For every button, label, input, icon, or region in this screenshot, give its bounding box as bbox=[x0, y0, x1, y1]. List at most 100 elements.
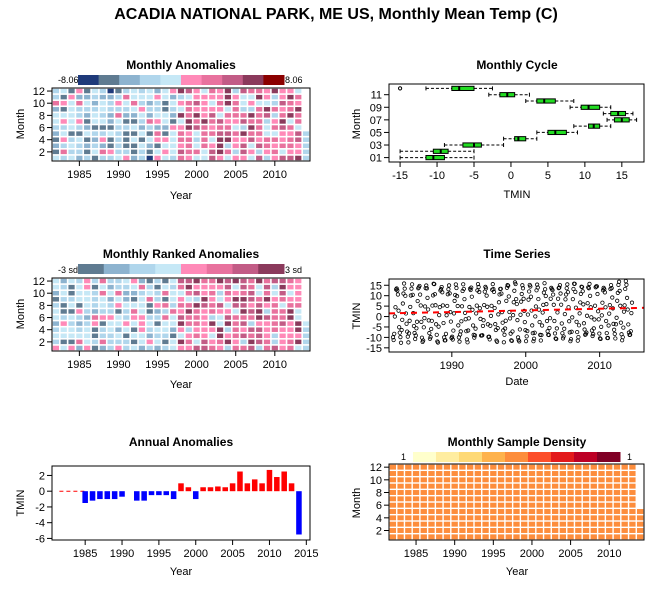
timeseries-point bbox=[453, 282, 458, 287]
ranked-cell bbox=[263, 345, 271, 351]
timeseries-point bbox=[474, 311, 479, 316]
anomalies-cell bbox=[138, 155, 146, 161]
anomalies-cell bbox=[115, 113, 122, 118]
timeseries-point bbox=[621, 325, 626, 330]
density-cell bbox=[497, 515, 505, 521]
density-cell bbox=[567, 483, 574, 489]
ranked-cell bbox=[209, 278, 216, 284]
anomalies-cell bbox=[279, 94, 286, 100]
density-cell bbox=[389, 483, 397, 489]
anomalies-cell bbox=[123, 149, 130, 155]
timeseries-point bbox=[465, 340, 470, 345]
annual-bar-1999 bbox=[185, 487, 192, 492]
density-cell bbox=[459, 477, 466, 483]
ranked-cell bbox=[279, 290, 286, 296]
anomalies-cell bbox=[60, 119, 67, 124]
timeseries-point bbox=[590, 333, 595, 339]
ranked-legend-swatch-5 bbox=[206, 264, 233, 274]
anomalies-legend bbox=[78, 75, 285, 85]
anomalies-cell bbox=[256, 119, 263, 124]
density-cell bbox=[443, 509, 451, 514]
anomalies-cell bbox=[123, 137, 130, 142]
ranked-cell bbox=[209, 290, 216, 296]
density-x-tick-label-0: 1985 bbox=[404, 548, 428, 560]
ranked-cell bbox=[271, 321, 278, 326]
ranked-cell bbox=[185, 339, 192, 345]
timeseries-point bbox=[391, 337, 396, 343]
panel-title-annual: Annual Anomalies bbox=[129, 435, 234, 449]
anomalies-cell bbox=[84, 155, 91, 161]
timeseries-point bbox=[419, 319, 424, 324]
timeseries-point bbox=[491, 287, 496, 292]
density-cell bbox=[451, 471, 458, 476]
density-cell bbox=[544, 534, 551, 540]
anomalies-cell bbox=[115, 100, 122, 106]
ranked-cell bbox=[68, 345, 75, 351]
ranked-cell bbox=[279, 315, 286, 320]
ranked-cell bbox=[256, 345, 263, 351]
anomalies-cell bbox=[162, 149, 169, 155]
ranked-cell bbox=[146, 303, 153, 308]
ranked-cell bbox=[209, 309, 216, 314]
timeseries-point bbox=[428, 335, 433, 340]
timeseries-point bbox=[410, 292, 415, 297]
ranked-cell bbox=[240, 339, 247, 345]
anomalies-cell bbox=[115, 125, 122, 130]
density-cell bbox=[551, 483, 559, 489]
density-cell bbox=[397, 521, 404, 527]
ranked-cell bbox=[256, 290, 263, 296]
timeseries-point bbox=[546, 332, 551, 338]
timeseries-points bbox=[390, 278, 635, 345]
ranked-cell bbox=[60, 297, 67, 302]
density-cell bbox=[613, 483, 621, 489]
ranked-y-tick-label-5: 12 bbox=[33, 276, 45, 288]
ranked-cell bbox=[138, 284, 146, 290]
ranked-cell bbox=[216, 321, 224, 326]
cycle-x-tick-label-1: -10 bbox=[429, 170, 445, 182]
density-cell bbox=[397, 534, 404, 540]
ranked-cell bbox=[162, 297, 169, 302]
ranked-cell bbox=[185, 315, 192, 320]
density-cell bbox=[436, 490, 443, 495]
ranked-cell bbox=[177, 284, 185, 290]
ranked-cell bbox=[130, 315, 138, 320]
timeseries-point bbox=[489, 303, 494, 308]
anomalies-cell bbox=[287, 119, 294, 124]
ranked-cell bbox=[99, 290, 106, 296]
timeseries-point bbox=[510, 329, 515, 334]
timeseries-point bbox=[454, 285, 459, 291]
ranked-cell bbox=[138, 339, 146, 345]
timeseries-point bbox=[525, 312, 530, 317]
density-cell bbox=[513, 515, 520, 521]
anomalies-cell bbox=[146, 119, 153, 124]
timeseries-point bbox=[452, 298, 457, 303]
timeseries-point bbox=[395, 288, 400, 293]
density-cell bbox=[451, 534, 458, 540]
anomalies-legend-swatch-9 bbox=[263, 75, 285, 85]
panel-title-cycle: Monthly Cycle bbox=[476, 58, 558, 72]
timeseries-trend-line bbox=[388, 306, 645, 315]
density-cell bbox=[513, 509, 520, 514]
ranked-cell bbox=[201, 327, 208, 332]
anomalies-cell bbox=[240, 107, 247, 112]
ranked-cell bbox=[232, 321, 239, 326]
timeseries-point bbox=[436, 324, 441, 329]
anomalies-cell bbox=[170, 107, 177, 112]
timeseries-point bbox=[458, 329, 463, 334]
timeseries-point bbox=[488, 313, 494, 318]
density-cell bbox=[551, 490, 559, 495]
density-cell bbox=[474, 521, 482, 527]
density-cell bbox=[389, 509, 397, 514]
timeseries-point bbox=[620, 335, 625, 340]
ranked-cell bbox=[263, 315, 271, 320]
ranked-cell bbox=[224, 315, 232, 320]
anomalies-cell bbox=[279, 107, 286, 112]
density-cell bbox=[397, 464, 404, 470]
anomalies-cell bbox=[91, 125, 99, 130]
density-cell bbox=[497, 490, 505, 495]
timeseries-point bbox=[629, 311, 634, 316]
panel-title-timeseries: Time Series bbox=[483, 247, 550, 261]
anomalies-cell bbox=[76, 107, 83, 112]
density-cell bbox=[521, 515, 528, 521]
density-cell bbox=[436, 515, 443, 521]
